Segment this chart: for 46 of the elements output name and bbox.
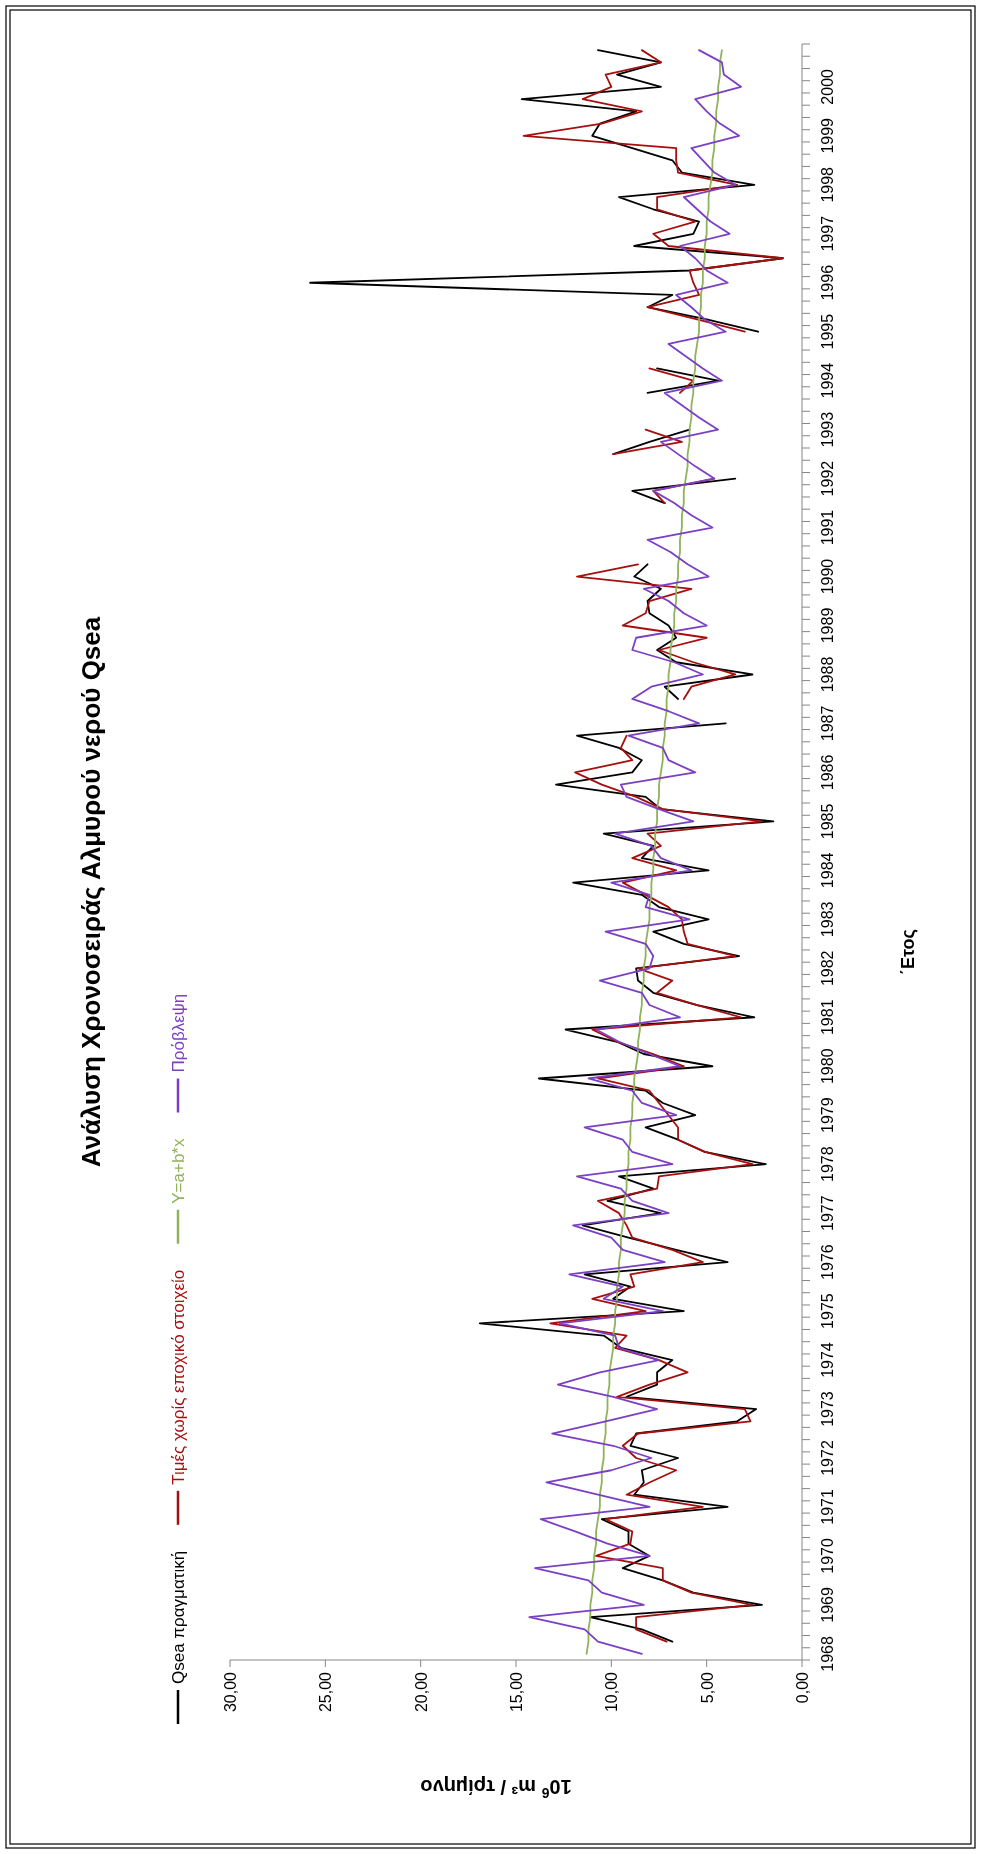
x-tick-label: 0,00 [794, 1671, 811, 1704]
y-tick-label: 1970 [819, 1538, 836, 1574]
y-tick-label: 1979 [819, 1097, 836, 1134]
y-tick-label: 1997 [819, 215, 836, 252]
x-tick-label: 5,00 [698, 1671, 716, 1704]
y-tick-label: 1999 [819, 117, 836, 154]
y-tick-label: 1993 [819, 411, 836, 448]
y-tick-label: 1971 [819, 1489, 836, 1525]
y-tick-label: 1995 [819, 313, 836, 350]
y-tick-label: 1992 [819, 460, 836, 497]
y-tick-label: 1969 [819, 1587, 836, 1623]
y-tick-label: 1987 [819, 705, 836, 742]
x-tick-label: 15,00 [508, 1671, 525, 1713]
y-tick-label: 1996 [819, 264, 836, 301]
y-tick-label: 1980 [819, 1048, 836, 1085]
y-tick-label: 1994 [819, 362, 836, 399]
y-tick-label: 1975 [819, 1293, 836, 1329]
y-tick-label: 1989 [819, 607, 836, 644]
y-tick-label: 1982 [819, 950, 836, 987]
text: Y=a+b*x [169, 1138, 188, 1204]
y-tick-label: 1972 [819, 1440, 836, 1476]
y-tick-label: 1983 [819, 901, 836, 938]
x-tick-label: 25,00 [317, 1671, 335, 1713]
y-tick-label: 1974 [819, 1342, 836, 1378]
text: Qsea πραγματική [169, 1550, 188, 1684]
y-tick-label: 1978 [819, 1146, 836, 1182]
y-tick-label: 1977 [819, 1195, 836, 1231]
y-tick-label: 1973 [819, 1391, 836, 1427]
y-tick-label: 1986 [819, 754, 836, 791]
y-tick-label: 2000 [819, 68, 836, 105]
text: Πρόβλεψη [169, 993, 188, 1073]
x-tick-label: 30,00 [222, 1671, 239, 1713]
y-tick-label: 1984 [819, 852, 836, 889]
y-axis-title: ΄Ετος [898, 929, 918, 975]
y-tick-label: 1976 [819, 1244, 836, 1280]
y-tick-label: 1985 [819, 803, 836, 840]
y-tick-label: 1981 [819, 999, 836, 1036]
y-tick-label: 1998 [819, 166, 836, 203]
y-tick-label: 1990 [819, 558, 836, 595]
x-tick-label: 10,00 [603, 1671, 621, 1713]
y-tick-label: 1968 [819, 1635, 836, 1672]
x-tick-label: 20,00 [412, 1671, 430, 1713]
text: Τιμές χωρίς εποχικό στοιχείο [169, 1269, 188, 1485]
text: Ανάλυση Χρονοσειράς Αλμυρού νερού Qsea [76, 616, 106, 1168]
y-tick-label: 1988 [819, 656, 836, 693]
y-tick-label: 1991 [819, 509, 836, 546]
